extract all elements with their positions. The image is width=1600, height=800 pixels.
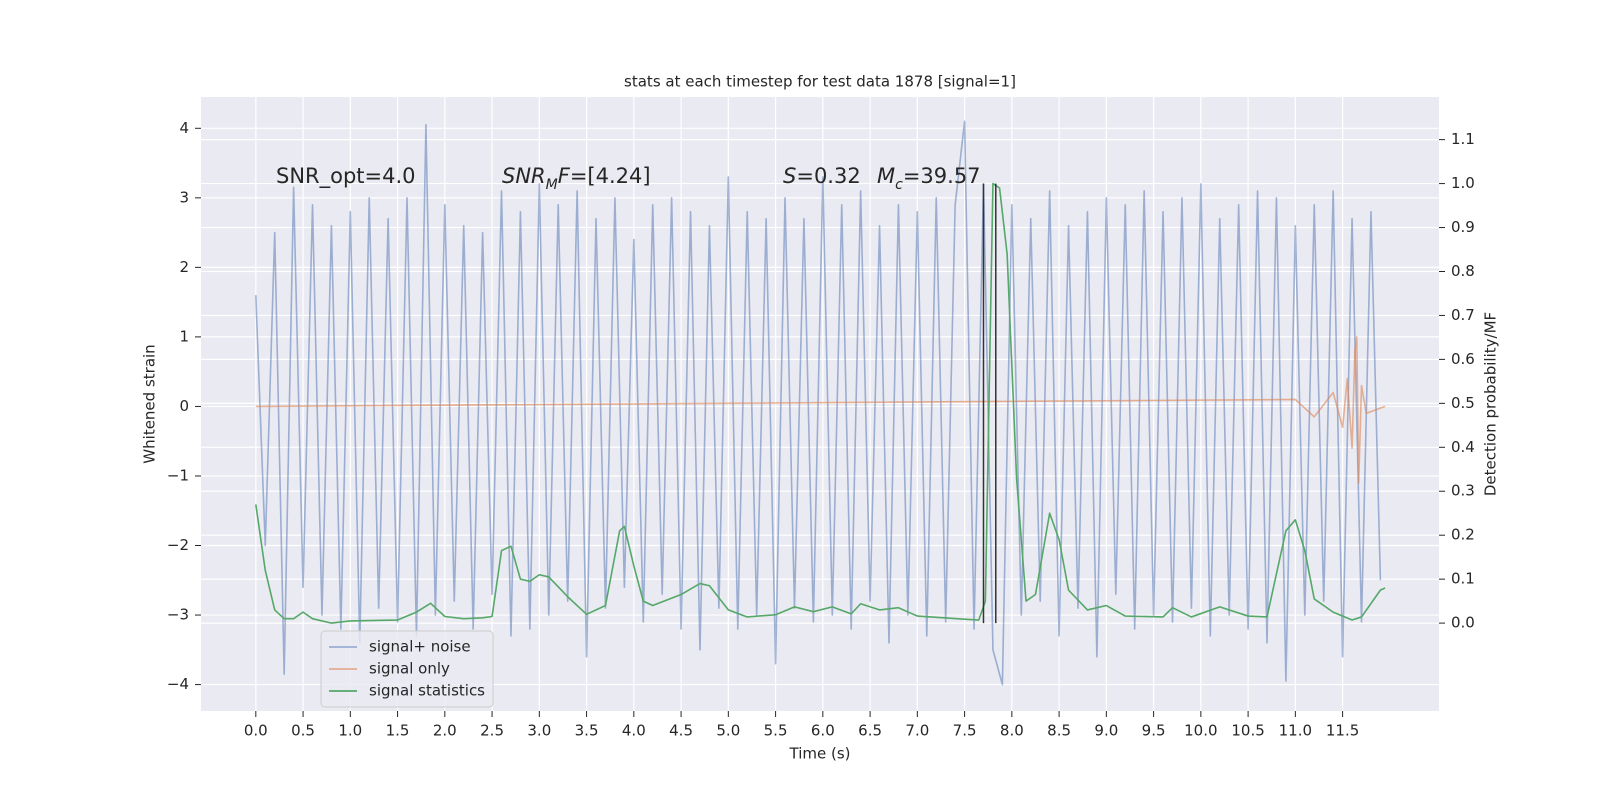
annotation-part: c [895,177,903,193]
y-tick-label: −2 [167,536,189,554]
x-tick-label: 1.0 [338,722,362,740]
annotation-part: M [546,177,558,193]
x-tick-label: 8.5 [1047,722,1071,740]
y2-tick-label: 0.3 [1451,482,1475,500]
x-tick-label: 6.0 [811,722,835,740]
annotation-part: S [783,164,796,188]
legend-box [320,630,494,708]
annotation: S=0.32 [783,164,861,188]
y2-tick-label: 0.0 [1451,614,1475,632]
y2-axis-label: Detection probability/MF [1482,312,1500,496]
legend-label: signal statistics [369,682,485,700]
y-tick-label: 4 [179,119,189,137]
x-tick-label: 4.0 [622,722,646,740]
x-tick-label: 5.5 [764,722,788,740]
series-line [255,336,1386,484]
x-tick-label: 9.5 [1142,722,1166,740]
legend-label: signal only [369,660,450,678]
x-tick-label: 2.5 [480,722,504,740]
annotation-part: M [877,164,895,188]
chart-title: stats at each timestep for test data 187… [624,73,1016,91]
x-tick-label: 0.0 [244,722,268,740]
y-tick-label: 2 [179,258,189,276]
x-tick-label: 10.0 [1184,722,1217,740]
series-line [255,120,1382,686]
x-axis-label: Time (s) [789,745,851,763]
x-tick-label: 11.5 [1326,722,1359,740]
annotation-part: F [558,164,571,188]
y-axis-label: Whitened strain [141,344,159,463]
annotation: Mc=39.57 [877,164,981,193]
x-tick-label: 3.5 [575,722,599,740]
x-tick-label: 7.5 [953,722,977,740]
annotation: SNRMF=[4.24] [502,164,651,193]
x-tick-label: 8.0 [1000,722,1024,740]
x-tick-label: 9.0 [1094,722,1118,740]
y-tick-label: 3 [179,188,189,206]
annotation: SNR_opt=4.0 [276,164,416,189]
y-tick-label: 1 [179,327,189,345]
y2-tick-label: 0.5 [1451,394,1475,412]
x-tick-label: 4.5 [669,722,693,740]
annotation-part: =0.32 [796,164,860,188]
legend-label: signal+ noise [369,638,471,656]
x-tick-label: 7.0 [905,722,929,740]
x-tick-label: 0.5 [291,722,315,740]
series-line [255,182,1386,624]
y-tick-label: −4 [167,675,189,693]
y-tick-label: −1 [167,466,189,484]
x-tick-label: 1.5 [386,722,410,740]
y2-tick-label: 0.9 [1451,218,1475,236]
y2-tick-label: 1.0 [1451,174,1475,192]
y-tick-label: −3 [167,606,189,624]
annotation-part: SNR_opt=4.0 [276,164,416,189]
y-tick-label: 0 [179,397,189,415]
y2-tick-label: 0.4 [1451,438,1475,456]
y2-tick-label: 0.6 [1451,350,1475,368]
x-tick-label: 5.0 [716,722,740,740]
y2-tick-label: 0.8 [1451,262,1475,280]
x-tick-label: 3.0 [527,722,551,740]
annotation-part: =[4.24] [570,164,651,188]
y2-tick-label: 0.1 [1451,570,1475,588]
x-tick-label: 2.0 [433,722,457,740]
x-tick-label: 10.5 [1231,722,1264,740]
y2-tick-label: 1.1 [1451,130,1475,148]
y2-tick-label: 0.2 [1451,526,1475,544]
annotation-part: SNR [502,164,546,188]
annotation-part: =39.57 [903,164,981,188]
x-tick-label: 6.5 [858,722,882,740]
x-tick-label: 11.0 [1279,722,1312,740]
y2-tick-label: 0.7 [1451,306,1475,324]
